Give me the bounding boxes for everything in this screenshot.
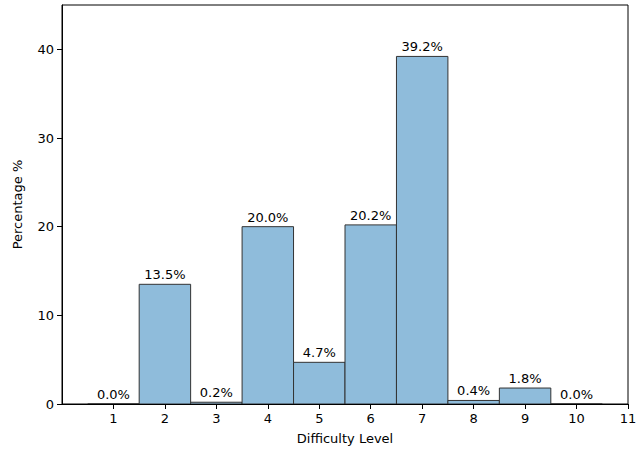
svg-text:2: 2 <box>161 411 169 426</box>
svg-text:10: 10 <box>37 308 54 323</box>
svg-text:Percentage %: Percentage % <box>10 160 25 250</box>
svg-text:13.5%: 13.5% <box>144 267 185 282</box>
svg-text:0: 0 <box>46 397 54 412</box>
svg-text:4: 4 <box>264 411 272 426</box>
svg-text:0.0%: 0.0% <box>97 387 130 402</box>
svg-text:1: 1 <box>109 411 117 426</box>
svg-text:0.2%: 0.2% <box>200 385 233 400</box>
svg-text:4.7%: 4.7% <box>303 345 336 360</box>
svg-text:9: 9 <box>521 411 529 426</box>
svg-text:3: 3 <box>212 411 220 426</box>
svg-text:20: 20 <box>37 219 54 234</box>
svg-text:Difficulty Level: Difficulty Level <box>297 431 393 446</box>
svg-text:1.8%: 1.8% <box>509 371 542 386</box>
svg-text:6: 6 <box>367 411 375 426</box>
svg-text:30: 30 <box>37 131 54 146</box>
svg-text:20.0%: 20.0% <box>247 210 288 225</box>
svg-text:0.4%: 0.4% <box>457 383 490 398</box>
svg-text:20.2%: 20.2% <box>350 208 391 223</box>
svg-text:7: 7 <box>418 411 426 426</box>
svg-text:11: 11 <box>620 411 637 426</box>
svg-text:8: 8 <box>469 411 477 426</box>
svg-text:0.0%: 0.0% <box>560 387 593 402</box>
svg-text:10: 10 <box>568 411 585 426</box>
svg-text:5: 5 <box>315 411 323 426</box>
svg-text:39.2%: 39.2% <box>402 39 443 54</box>
svg-text:40: 40 <box>37 42 54 57</box>
